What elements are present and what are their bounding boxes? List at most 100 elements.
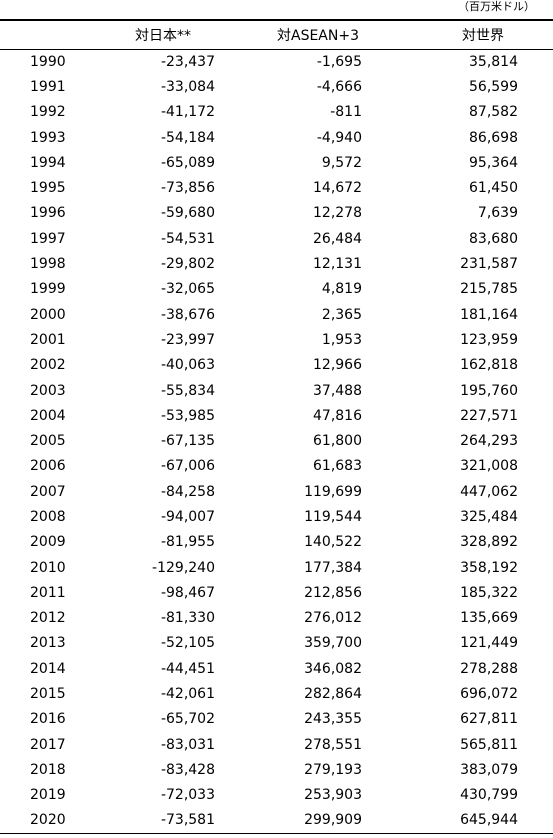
vs-world-cell: 430,799: [460, 787, 518, 804]
table-row: 1994 -65,089 9,572 95,364: [0, 150, 553, 175]
table-row: 2013 -52,105 359,700 121,449: [0, 631, 553, 656]
vs-japan-cell: -65,089: [160, 154, 215, 171]
vs-asean-plus-3-cell: 1,953: [321, 331, 362, 348]
vs-asean-plus-3-cell: 61,683: [313, 458, 362, 475]
vs-japan-cell: -41,172: [160, 104, 215, 121]
table-row: 1998 -29,802 12,131 231,587: [0, 251, 553, 276]
table-row: 2005 -67,135 61,800 264,293: [0, 428, 553, 453]
unit-note: （百万米ドル）: [458, 0, 535, 13]
vs-asean-plus-3-cell: 119,544: [304, 508, 362, 525]
table-row: 1990 -23,437 -1,695 35,814: [0, 49, 553, 74]
vs-asean-plus-3-cell: 276,012: [304, 610, 362, 627]
vs-japan-cell: -38,676: [160, 306, 215, 323]
vs-japan-cell: -98,467: [160, 584, 215, 601]
year-cell: 2009: [30, 534, 66, 551]
vs-world-cell: 447,062: [460, 483, 518, 500]
vs-asean-plus-3-cell: 37,488: [313, 382, 362, 399]
year-cell: 1996: [30, 205, 66, 222]
vs-asean-plus-3-cell: -811: [330, 104, 362, 121]
table-row: 1991 -33,084 -4,666 56,599: [0, 74, 553, 99]
vs-world-cell: 135,669: [460, 610, 518, 627]
vs-japan-cell: -129,240: [152, 559, 215, 576]
table-row: 2006 -67,006 61,683 321,008: [0, 454, 553, 479]
vs-asean-plus-3-cell: 278,551: [304, 736, 362, 753]
vs-asean-plus-3-cell: 61,800: [313, 433, 362, 450]
year-cell: 2017: [30, 736, 66, 753]
vs-japan-cell: -33,084: [160, 78, 215, 95]
vs-asean-plus-3-cell: 212,856: [304, 584, 362, 601]
vs-world-cell: 83,680: [469, 230, 518, 247]
year-cell: 2012: [30, 610, 66, 627]
table-row: 2007 -84,258 119,699 447,062: [0, 479, 553, 504]
vs-world-cell: 195,760: [460, 382, 518, 399]
table-row: 2019 -72,033 253,903 430,799: [0, 783, 553, 808]
table-row: 2009 -81,955 140,522 328,892: [0, 530, 553, 555]
table-row: 2017 -83,031 278,551 565,811: [0, 732, 553, 757]
table-row: 2020 -73,581 299,909 645,944: [0, 807, 553, 834]
vs-japan-cell: -67,006: [160, 458, 215, 475]
vs-world-cell: 162,818: [460, 357, 518, 374]
vs-asean-plus-3-cell: 359,700: [304, 635, 362, 652]
table-row: 2000 -38,676 2,365 181,164: [0, 302, 553, 327]
vs-japan-cell: -67,135: [160, 433, 215, 450]
year-cell: 2014: [30, 660, 66, 677]
table-row: 2003 -55,834 37,488 195,760: [0, 378, 553, 403]
vs-japan-cell: -73,856: [160, 180, 215, 197]
year-cell: 2003: [30, 382, 66, 399]
vs-japan-cell: -81,955: [160, 534, 215, 551]
vs-asean-plus-3-cell: 253,903: [304, 787, 362, 804]
vs-japan-cell: -29,802: [160, 256, 215, 273]
header-vs-asean-plus-3: 対ASEAN+3: [223, 19, 413, 50]
vs-japan-cell: -59,680: [160, 205, 215, 222]
vs-japan-cell: -40,063: [160, 357, 215, 374]
vs-world-cell: 278,288: [460, 660, 518, 677]
vs-world-cell: 383,079: [460, 761, 518, 778]
vs-world-cell: 35,814: [469, 53, 518, 70]
table-row: 1997 -54,531 26,484 83,680: [0, 226, 553, 251]
table-row: 2002 -40,063 12,966 162,818: [0, 353, 553, 378]
table-row: 2015 -42,061 282,864 696,072: [0, 681, 553, 706]
header-vs-japan: 対日本**: [103, 19, 223, 50]
year-cell: 1995: [30, 180, 66, 197]
vs-world-cell: 215,785: [460, 281, 518, 298]
table-row: 2008 -94,007 119,544 325,484: [0, 504, 553, 529]
vs-japan-cell: -73,581: [103, 807, 223, 834]
vs-asean-plus-3-cell: 12,966: [313, 357, 362, 374]
vs-world-cell: 358,192: [460, 559, 518, 576]
year-cell: 1999: [30, 281, 66, 298]
table-row: 2011 -98,467 212,856 185,322: [0, 580, 553, 605]
table-row: 1995 -73,856 14,672 61,450: [0, 175, 553, 200]
vs-japan-cell: -84,258: [160, 483, 215, 500]
year-cell: 1992: [30, 104, 66, 121]
vs-asean-plus-3-cell: 14,672: [313, 180, 362, 197]
vs-world-cell: 328,892: [460, 534, 518, 551]
vs-asean-plus-3-cell: 282,864: [304, 686, 362, 703]
year-cell: 2015: [30, 686, 66, 703]
vs-asean-plus-3-cell: -1,695: [316, 53, 362, 70]
table-row: 1992 -41,172 -811 87,582: [0, 100, 553, 125]
vs-asean-plus-3-cell: 279,193: [304, 761, 362, 778]
vs-world-cell: 565,811: [460, 736, 518, 753]
vs-japan-cell: -52,105: [160, 635, 215, 652]
table-row: 2004 -53,985 47,816 227,571: [0, 403, 553, 428]
vs-asean-plus-3-cell: 119,699: [304, 483, 362, 500]
vs-world-cell: 7,639: [477, 205, 518, 222]
year-cell: 2004: [30, 407, 66, 424]
year-cell: 2019: [30, 787, 66, 804]
vs-asean-plus-3-cell: 47,816: [313, 407, 362, 424]
vs-asean-plus-3-cell: 26,484: [313, 230, 362, 247]
vs-world-cell: 86,698: [469, 129, 518, 146]
vs-world-cell: 321,008: [460, 458, 518, 475]
year-cell: 2005: [30, 433, 66, 450]
vs-japan-cell: -54,184: [160, 129, 215, 146]
vs-japan-cell: -42,061: [160, 686, 215, 703]
year-cell: 2010: [30, 559, 66, 576]
vs-asean-plus-3-cell: 9,572: [321, 154, 362, 171]
table-row: 1996 -59,680 12,278 7,639: [0, 201, 553, 226]
vs-asean-plus-3-cell: -4,666: [316, 78, 362, 95]
year-cell: 2016: [30, 711, 66, 728]
vs-world-cell: 325,484: [460, 508, 518, 525]
vs-world-cell: 61,450: [469, 180, 518, 197]
table-row: 2010 -129,240 177,384 358,192: [0, 555, 553, 580]
vs-japan-cell: -53,985: [160, 407, 215, 424]
